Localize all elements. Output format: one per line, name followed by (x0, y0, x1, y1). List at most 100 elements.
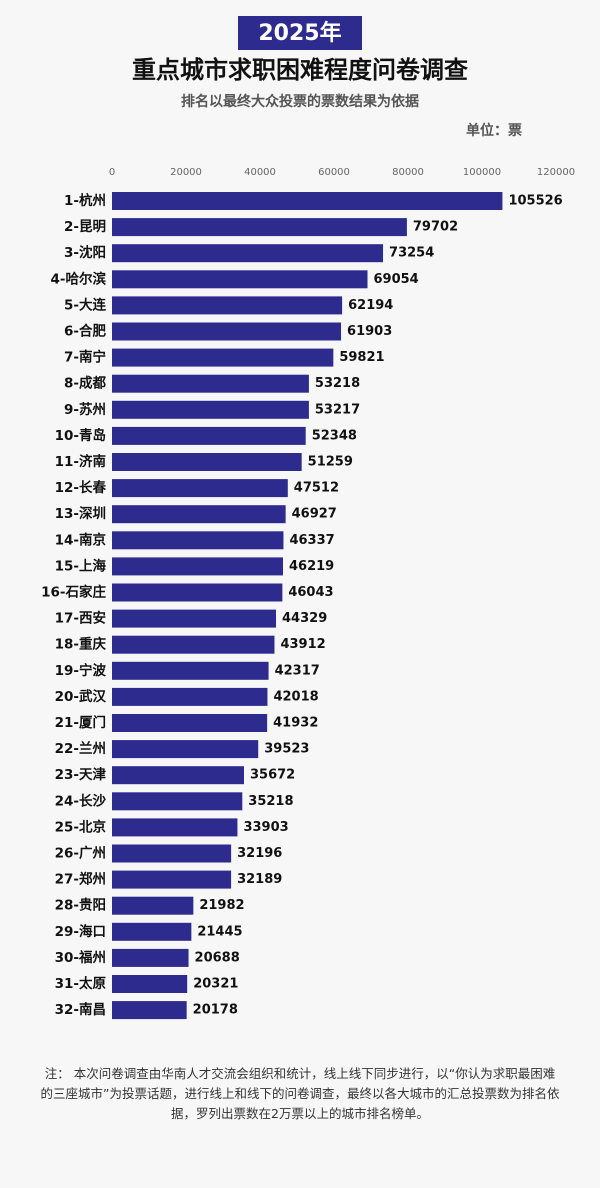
value-label: 35218 (248, 794, 293, 809)
y-tick-label: 18-重庆 (55, 636, 107, 653)
value-label: 46337 (289, 533, 334, 548)
y-tick-label: 8-成都 (64, 375, 106, 392)
bar (112, 740, 259, 759)
y-tick-label: 3-沈阳 (64, 244, 106, 261)
bar (112, 270, 368, 289)
y-tick-label: 21-厦门 (55, 714, 106, 731)
value-label: 46219 (289, 559, 334, 574)
bar (112, 922, 192, 941)
y-tick-label: 10-青岛 (55, 427, 106, 444)
y-tick-label: 2-昆明 (64, 219, 106, 235)
y-tick-label: 1-杭州 (64, 192, 106, 209)
value-label: 59821 (339, 350, 384, 365)
y-tick-label: 14-南京 (55, 531, 106, 548)
y-tick-label: 4-哈尔滨 (51, 270, 107, 287)
y-tick-label: 5-大连 (64, 296, 106, 313)
bar (112, 192, 503, 210)
bar (112, 218, 407, 237)
bar (112, 609, 277, 628)
value-label: 105526 (508, 194, 562, 209)
y-tick-label: 20-武汉 (55, 688, 107, 705)
value-label: 20178 (193, 1003, 238, 1018)
bar (112, 661, 269, 680)
value-label: 41932 (273, 716, 318, 731)
y-tick-label: 16-石家庄 (41, 584, 106, 601)
bar (112, 400, 309, 419)
value-label: 33903 (243, 820, 288, 835)
y-tick-label: 30-福州 (55, 949, 106, 966)
value-label: 32196 (237, 846, 282, 861)
value-label: 39523 (264, 742, 309, 757)
value-label: 61903 (347, 324, 392, 339)
bar (112, 426, 306, 445)
unit-label: 单位：票 (466, 122, 522, 139)
bar (112, 948, 189, 967)
bar (112, 531, 284, 550)
value-label: 42018 (273, 689, 318, 704)
y-tick-label: 13-深圳 (55, 505, 106, 522)
value-label: 46927 (292, 507, 337, 522)
value-label: 52348 (312, 428, 357, 443)
bar (112, 296, 343, 315)
y-tick-label: 28-贵阳 (55, 897, 106, 914)
y-tick-label: 9-苏州 (64, 401, 106, 418)
value-label: 69054 (373, 272, 418, 287)
value-label: 73254 (389, 246, 434, 261)
y-tick-label: 7-南宁 (64, 349, 106, 366)
value-label: 46043 (288, 585, 333, 600)
bar (112, 348, 334, 367)
x-tick-label: 20000 (170, 167, 202, 178)
bar (112, 374, 309, 393)
bar (112, 557, 284, 576)
x-tick-label: 40000 (244, 167, 276, 178)
y-tick-label: 26-广州 (55, 845, 106, 862)
bar (112, 687, 268, 706)
y-tick-label: 22-兰州 (55, 740, 106, 757)
title-badge-bg (238, 16, 362, 50)
x-tick-label: 60000 (318, 167, 350, 178)
value-label: 53218 (315, 376, 360, 391)
bar (112, 975, 188, 993)
chart-subtitle: 排名以最终大众投票的票数结果为依据 (181, 93, 419, 110)
y-tick-label: 6-合肥 (64, 323, 106, 340)
value-label: 35672 (250, 768, 295, 783)
y-tick-label: 24-长沙 (55, 792, 107, 809)
y-tick-label: 32-南昌 (55, 1001, 106, 1018)
x-tick-label: 120000 (537, 167, 575, 178)
value-label: 20321 (193, 977, 238, 992)
bar (112, 479, 288, 498)
value-label: 79702 (413, 220, 458, 235)
value-label: 42317 (275, 663, 320, 678)
title-badge: 2025年 (258, 20, 341, 46)
value-label: 43912 (280, 637, 325, 652)
value-label: 32189 (237, 872, 282, 887)
bar (112, 896, 194, 915)
y-tick-label: 25-北京 (55, 818, 106, 835)
bar (112, 322, 342, 341)
chart: 2025年 重点城市求职困难程度问卷调查 排名以最终大众投票的票数结果为依据 单… (41, 16, 575, 1020)
y-tick-label: 11-济南 (55, 453, 106, 470)
y-tick-label: 15-上海 (55, 557, 107, 574)
y-tick-label: 19-宁波 (55, 662, 107, 679)
y-tick-label: 23-天津 (55, 766, 107, 783)
bar (112, 583, 283, 602)
y-tick-label: 12-长春 (55, 479, 107, 496)
bar (112, 766, 244, 785)
value-label: 53217 (315, 402, 360, 417)
note: 注： 本次问卷调查由华南人才交流会组织和统计，线上线下同步进行，以“你认为求职最… (40, 1066, 560, 1121)
y-tick-label: 29-海口 (55, 923, 106, 940)
x-tick-label: 80000 (392, 167, 424, 178)
y-tick-label: 17-西安 (55, 610, 106, 627)
y-tick-label: 27-郑州 (55, 871, 106, 888)
bar (112, 453, 302, 471)
x-tick-label: 100000 (463, 167, 501, 178)
value-label: 44329 (282, 611, 327, 626)
bar (112, 244, 384, 263)
value-label: 21982 (199, 898, 244, 913)
value-label: 47512 (294, 481, 339, 496)
y-tick-label: 31-太原 (55, 975, 107, 992)
bar (112, 505, 286, 524)
bar (112, 1001, 187, 1020)
bar (112, 818, 238, 837)
